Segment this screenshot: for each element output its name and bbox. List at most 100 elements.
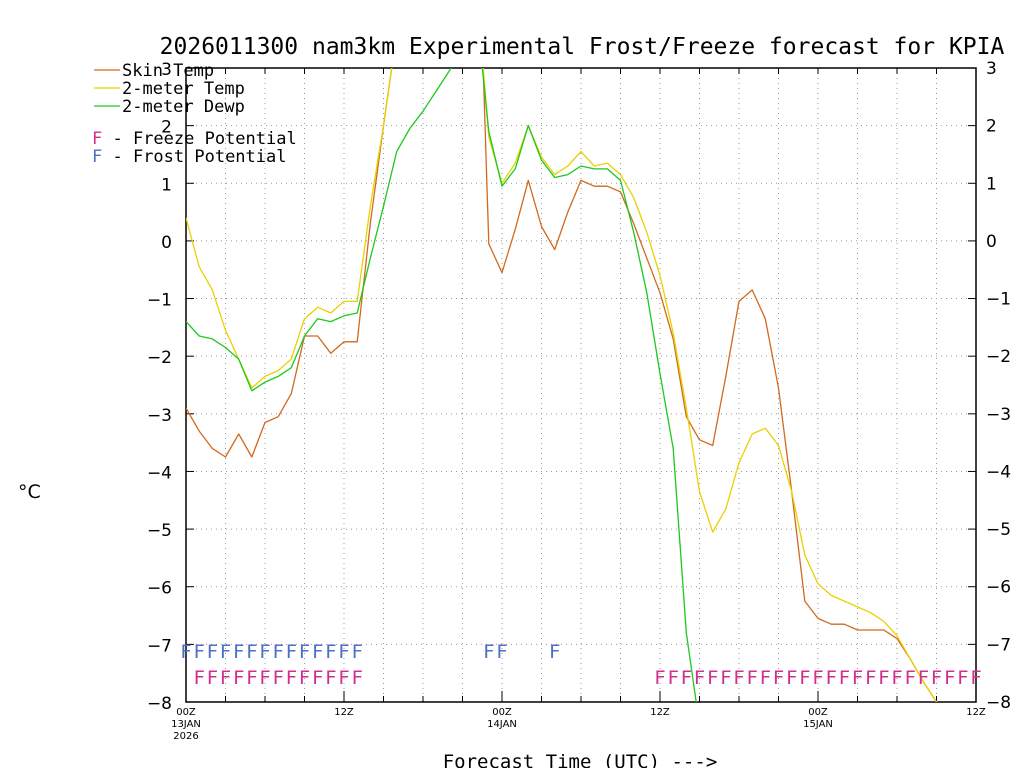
legend-freeze-potential: F - Freeze Potential: [92, 129, 297, 149]
freeze-marker: F: [891, 667, 902, 689]
series-line-skin-temp: [186, 68, 938, 702]
freeze-marker: F: [351, 667, 362, 689]
freeze-marker: F: [918, 667, 929, 689]
y-tick-label-right: −6: [986, 578, 1011, 598]
legend-label-skin-temp: Skin Temp: [122, 61, 214, 81]
freeze-marker: F: [667, 667, 678, 689]
y-tick-label-left: 1: [161, 175, 172, 195]
freeze-marker: F: [694, 667, 705, 689]
frost-marker: F: [351, 641, 362, 663]
freeze-marker: F: [957, 667, 968, 689]
y-tick-label-left: −3: [147, 406, 172, 426]
frost-marker: F: [246, 641, 257, 663]
freeze-marker: F: [233, 667, 244, 689]
frost-marker: F: [549, 641, 560, 663]
legend-frost-potential: F - Frost Potential: [92, 147, 286, 167]
frost-marker: F: [180, 641, 191, 663]
y-tick-label-left: 3: [161, 60, 172, 80]
legend-frost-potential-text: - Frost Potential: [102, 147, 286, 167]
freeze-marker: F: [812, 667, 823, 689]
axes: 3 3 2 2 1 1 0 0 −1 −1 −2 −2 −3 −3 −4 −4 −5 −5 −6 −6 −7 −7 −8 −8…: [147, 59, 1011, 742]
freeze-marker: F: [246, 667, 257, 689]
freeze-marker: F: [839, 667, 850, 689]
y-tick-label-right: −3: [986, 405, 1011, 425]
freeze-marker: F: [720, 667, 731, 689]
x-axis-label: Forecast Time (UTC) --->: [443, 751, 718, 768]
y-tick-label-left: −6: [147, 579, 172, 599]
freeze-marker: F: [825, 667, 836, 689]
y-tick-label-right: −2: [986, 347, 1011, 367]
y-tick-label-left: −8: [147, 694, 172, 714]
y-tick-label-right: 3: [986, 59, 997, 79]
freeze-marker: F: [220, 667, 231, 689]
legend-label-2-meter-dewp: 2-meter Dewp: [122, 97, 245, 117]
y-tick-label-right: 0: [986, 232, 997, 252]
y-tick-label-left: 0: [161, 233, 172, 253]
x-tick-date-label: 15JAN: [803, 719, 833, 730]
series-line-2-meter-temp: [186, 68, 938, 702]
x-tick-label: 00Z: [492, 707, 512, 718]
freeze-marker: F: [878, 667, 889, 689]
frost-marker: F: [312, 641, 323, 663]
y-tick-label-left: −1: [147, 291, 172, 311]
freeze-marker: F: [746, 667, 757, 689]
freeze-marker: F: [970, 667, 981, 689]
freeze-marker: F: [286, 667, 297, 689]
freeze-marker: F: [207, 667, 218, 689]
y-tick-label-left: 2: [161, 118, 172, 138]
frost-marker: F: [325, 641, 336, 663]
x-tick-date-label: 13JAN: [171, 719, 201, 730]
x-tick-year-label: 2026: [173, 731, 198, 742]
freeze-marker: F: [707, 667, 718, 689]
legend-label-2-meter-temp: 2-meter Temp: [122, 79, 245, 99]
frost-marker: F: [207, 641, 218, 663]
freeze-marker: F: [865, 667, 876, 689]
freeze-marker: F: [931, 667, 942, 689]
frost-marker: F: [272, 641, 283, 663]
freeze-marker: F: [654, 667, 665, 689]
y-tick-label-right: −4: [986, 462, 1011, 482]
freeze-marker: F: [799, 667, 810, 689]
series-line-2-meter-dewp: [186, 68, 697, 702]
freeze-marker: F: [904, 667, 915, 689]
legend-freeze-potential-letter: F: [92, 129, 102, 149]
y-tick-label-right: 2: [986, 117, 997, 137]
series-lines: [186, 68, 938, 702]
freeze-marker: F: [325, 667, 336, 689]
freeze-marker: F: [944, 667, 955, 689]
y-tick-label-right: −1: [986, 290, 1011, 310]
frost-marker: F: [193, 641, 204, 663]
y-tick-label-left: −4: [147, 463, 172, 483]
x-tick-label: 00Z: [808, 707, 828, 718]
frost-marker: F: [286, 641, 297, 663]
y-tick-label-right: −8: [986, 693, 1011, 713]
x-tick-label: 12Z: [650, 707, 670, 718]
freeze-marker: F: [760, 667, 771, 689]
freeze-marker: F: [733, 667, 744, 689]
frost-marker: F: [299, 641, 310, 663]
chart-title: 2026011300 nam3km Experimental Frost/Fre…: [160, 34, 1005, 60]
x-tick-label: 12Z: [966, 707, 986, 718]
frost-marker: F: [220, 641, 231, 663]
frost-marker: F: [496, 641, 507, 663]
x-tick-date-label: 14JAN: [487, 719, 517, 730]
freeze-marker: F: [259, 667, 270, 689]
frost-marker: F: [483, 641, 494, 663]
freeze-marker: F: [773, 667, 784, 689]
freeze-marker: F: [338, 667, 349, 689]
y-tick-label-right: −5: [986, 520, 1011, 540]
legend-frost-potential-letter: F: [92, 147, 102, 167]
freeze-marker: F: [681, 667, 692, 689]
y-tick-label-left: −2: [147, 348, 172, 368]
y-tick-label-right: 1: [986, 174, 997, 194]
frost-marker: F: [338, 641, 349, 663]
freeze-marker: F: [852, 667, 863, 689]
y-tick-label-right: −7: [986, 635, 1011, 655]
potential-markers: F F F F F F F F F F F F F F F F FF F F F F F F F F F F F F F F F F F F F F F F…: [180, 641, 981, 689]
x-tick-label: 12Z: [334, 707, 354, 718]
freeze-marker: F: [193, 667, 204, 689]
grid-lines: [186, 68, 976, 702]
freeze-marker: F: [299, 667, 310, 689]
